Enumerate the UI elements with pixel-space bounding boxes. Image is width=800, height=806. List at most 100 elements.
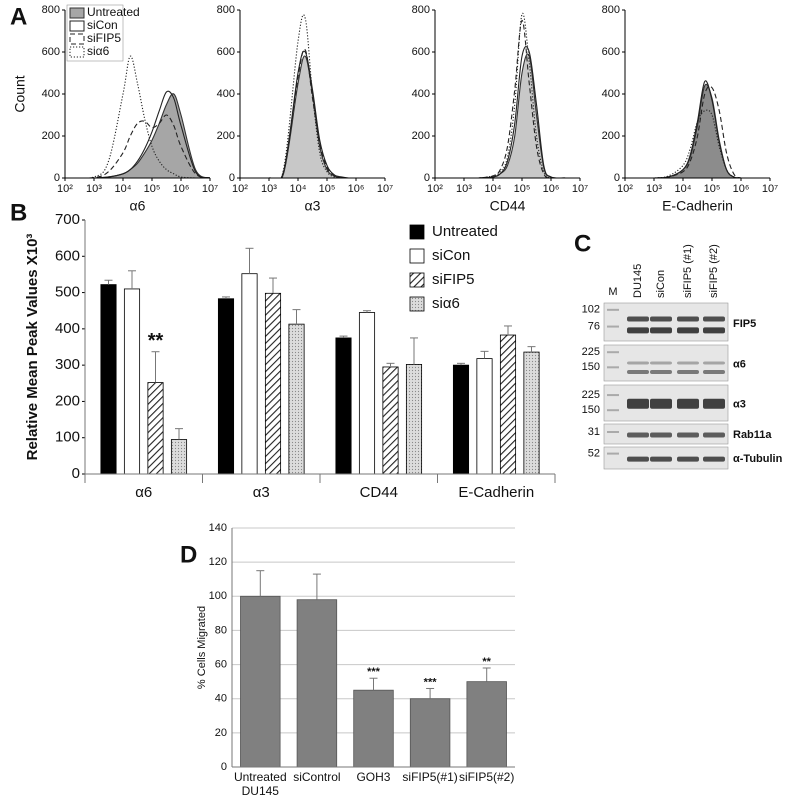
blot-band [627,398,649,409]
bar [296,599,338,768]
marker-band [607,351,619,354]
bar [452,364,470,475]
curve [240,48,385,178]
y-tick-label: 800 [42,4,60,16]
x-tick-label: CD44 [359,484,398,501]
bar [264,292,282,475]
y-tick-label: 200 [602,130,620,142]
y-tick-label: 300 [55,356,80,373]
bar [241,273,258,475]
panel-letter: D [180,541,197,568]
x-tick-label: 10⁵ [144,183,161,195]
bar [100,284,117,475]
bar [123,288,141,475]
lane-label: siFIP5 (#1) [682,244,694,298]
x-tick-label: 10⁴ [485,183,502,195]
blot-band [677,370,699,374]
blot-band [627,432,649,438]
y-tick-label: 800 [217,4,235,16]
legend-swatch [409,224,425,240]
blot-band [677,327,699,334]
bar [409,698,451,768]
significance-label: ** [482,656,491,668]
x-tick-label: siFIP5(#2) [459,770,515,784]
x-tick-label: 10⁵ [704,183,721,195]
blot-label: α6 [733,359,746,371]
y-tick-label: 100 [55,429,80,446]
marker-label: 31 [588,426,600,438]
x-axis-label: α6 [130,198,146,214]
y-tick-label: 80 [215,624,227,636]
legend-label: Untreated [87,5,140,19]
bar [358,312,376,475]
y-tick-label: 400 [412,88,430,100]
bar [353,689,394,768]
y-axis-label: Relative Mean Peak Values X10³ [24,234,41,461]
legend-label: Untreated [432,223,498,240]
lane-label: siCon [655,270,667,298]
x-tick-label: 10⁴ [675,183,692,195]
y-tick-label: 0 [54,172,60,184]
x-tick-label: 10⁷ [762,183,778,195]
legend-swatch [69,7,85,19]
blot-band [703,432,725,438]
blot-band [677,398,699,409]
bar [170,439,188,475]
x-tick-label: 10³ [456,183,472,195]
x-tick-label: 10⁶ [348,183,365,195]
y-tick-label: 100 [209,590,227,602]
marker-label: 76 [588,320,600,332]
y-tick-label: 20 [215,727,227,739]
curve [65,114,210,178]
y-tick-label: 600 [217,46,235,58]
blot-band [627,456,649,462]
significance-label: *** [367,666,381,678]
x-tick-label: 10⁵ [514,183,531,195]
y-tick-label: 200 [217,130,235,142]
y-tick-label: 400 [602,88,620,100]
marker-band [607,394,619,397]
blot-band [627,316,649,322]
x-tick-label: siControl [293,770,341,784]
blot-band [703,361,725,365]
x-tick-label: 10⁴ [290,183,307,195]
x-tick-label: 10² [617,183,633,195]
y-tick-label: 200 [42,130,60,142]
bar [499,334,517,475]
y-tick-label: 200 [412,130,430,142]
x-tick-label: 10³ [261,183,277,195]
lane-label: DU145 [632,264,644,298]
x-tick-label: 10² [427,183,443,195]
blot-band [650,432,672,438]
y-tick-label: 40 [215,693,227,705]
x-tick-label: 10⁷ [572,183,588,195]
blot-band [627,327,649,334]
bar [523,351,540,475]
curve [65,93,210,178]
legend-label: siFIP5 [432,271,475,288]
x-tick-label: α6 [135,484,153,501]
marker-band [607,431,619,433]
panel-letter: A [10,3,27,30]
blot-band [650,456,672,462]
x-tick-label: 10⁷ [377,183,393,195]
x-tick-label: 10⁶ [733,183,750,195]
y-tick-label: 400 [55,320,80,337]
y-axis-label: Count [12,75,28,112]
bar [466,681,507,768]
legend-swatch [409,272,425,288]
x-axis-label: CD44 [490,198,526,214]
panel-letter: C [574,230,591,257]
y-tick-label: 400 [42,88,60,100]
bar [217,298,235,475]
marker-band [607,366,619,369]
y-tick-label: 600 [412,46,430,58]
legend-swatch [69,33,85,45]
blot-band [677,361,699,365]
blot-label: Rab11a [733,429,772,441]
curve [65,55,210,178]
legend-swatch [69,20,85,32]
blot-band [650,327,672,334]
y-tick-label: 400 [217,88,235,100]
